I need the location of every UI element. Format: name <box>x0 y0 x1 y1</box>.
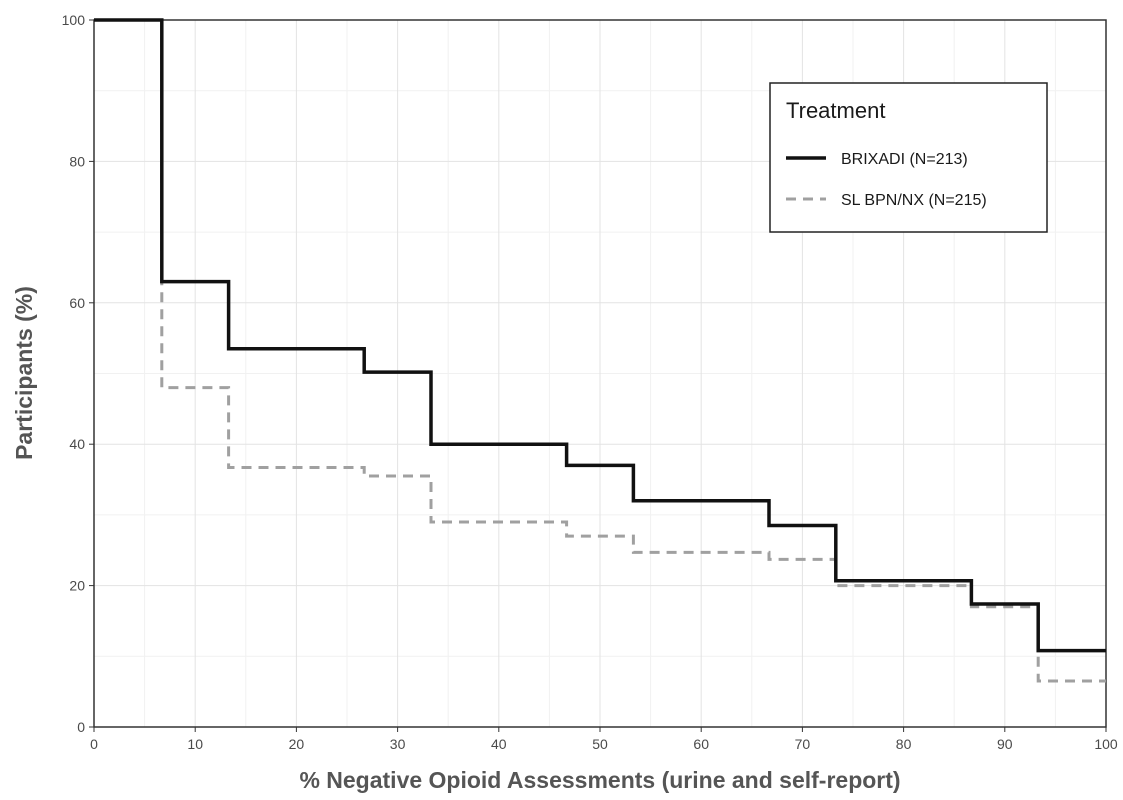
x-axis-title: % Negative Opioid Assessments (urine and… <box>299 767 900 793</box>
y-tick-label: 40 <box>69 436 85 452</box>
x-tick-label: 30 <box>390 736 406 752</box>
axis-ticks: 0 10 20 30 40 50 60 70 80 90 100 0 20 40 60 80 100 <box>62 12 1118 752</box>
series-lines <box>94 18 1106 683</box>
x-tick-label: 60 <box>693 736 709 752</box>
series-line-0 <box>94 18 1106 653</box>
x-tick-label: 0 <box>90 736 98 752</box>
x-tick-label: 10 <box>187 736 203 752</box>
legend: Treatment BRIXADI (N=213) SL BPN/NX (N=2… <box>769 82 1048 233</box>
x-tick-label: 100 <box>1094 736 1118 752</box>
x-tick-label: 20 <box>289 736 305 752</box>
y-axis-title: Participants (%) <box>11 286 37 460</box>
legend-label-brixadi: BRIXADI (N=213) <box>841 151 968 168</box>
x-tick-label: 80 <box>896 736 912 752</box>
x-tick-label: 70 <box>795 736 811 752</box>
x-tick-label: 90 <box>997 736 1013 752</box>
y-tick-label: 0 <box>77 719 85 735</box>
y-tick-label: 20 <box>69 578 85 594</box>
legend-label-sl-bpn-nx: SL BPN/NX (N=215) <box>841 192 987 209</box>
y-tick-label: 100 <box>62 12 86 28</box>
y-tick-label: 60 <box>69 295 85 311</box>
y-tick-label: 80 <box>69 153 85 169</box>
x-tick-label: 50 <box>592 736 608 752</box>
legend-title: Treatment <box>786 98 885 123</box>
x-tick-label: 40 <box>491 736 507 752</box>
